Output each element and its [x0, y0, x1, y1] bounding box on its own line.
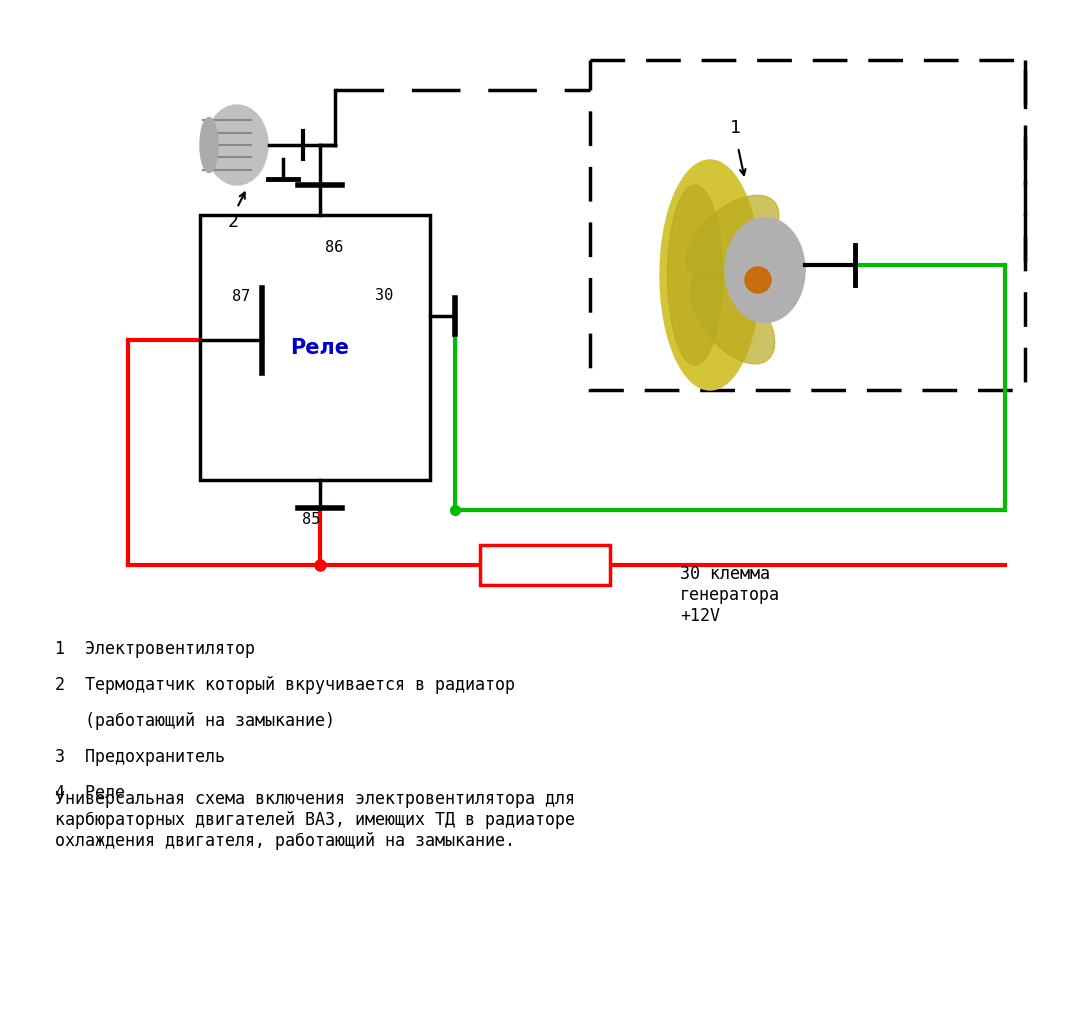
Ellipse shape [690, 271, 774, 364]
Text: 30 клемма
генератора
+12V: 30 клемма генератора +12V [680, 565, 780, 625]
Ellipse shape [725, 218, 805, 323]
Text: 85: 85 [301, 512, 320, 527]
Text: 3  Предохранитель: 3 Предохранитель [55, 748, 225, 766]
Text: 2: 2 [228, 213, 239, 231]
Text: 1: 1 [730, 119, 741, 137]
Text: Универсальная схема включения электровентилятора для
карбюраторных двигателей ВА: Универсальная схема включения электровен… [55, 790, 575, 850]
Bar [590, 60, 1025, 390]
Text: Реле: Реле [291, 337, 349, 357]
Text: 4  Реле: 4 Реле [55, 784, 125, 802]
Ellipse shape [206, 105, 268, 185]
Text: 1  Электровентилятор: 1 Электровентилятор [55, 640, 255, 658]
Text: 86: 86 [325, 240, 342, 255]
Text: 2  Термодатчик который вкручивается в радиатор: 2 Термодатчик который вкручивается в рад… [55, 676, 515, 694]
Circle shape [745, 267, 771, 293]
Text: 30: 30 [375, 288, 393, 303]
Bar [200, 215, 430, 480]
Ellipse shape [200, 117, 218, 173]
Ellipse shape [660, 160, 760, 390]
Bar [480, 545, 610, 585]
Ellipse shape [667, 185, 723, 365]
Text: (работающий на замыкание): (работающий на замыкание) [55, 712, 335, 730]
Ellipse shape [686, 196, 779, 279]
Text: 87: 87 [232, 290, 251, 304]
